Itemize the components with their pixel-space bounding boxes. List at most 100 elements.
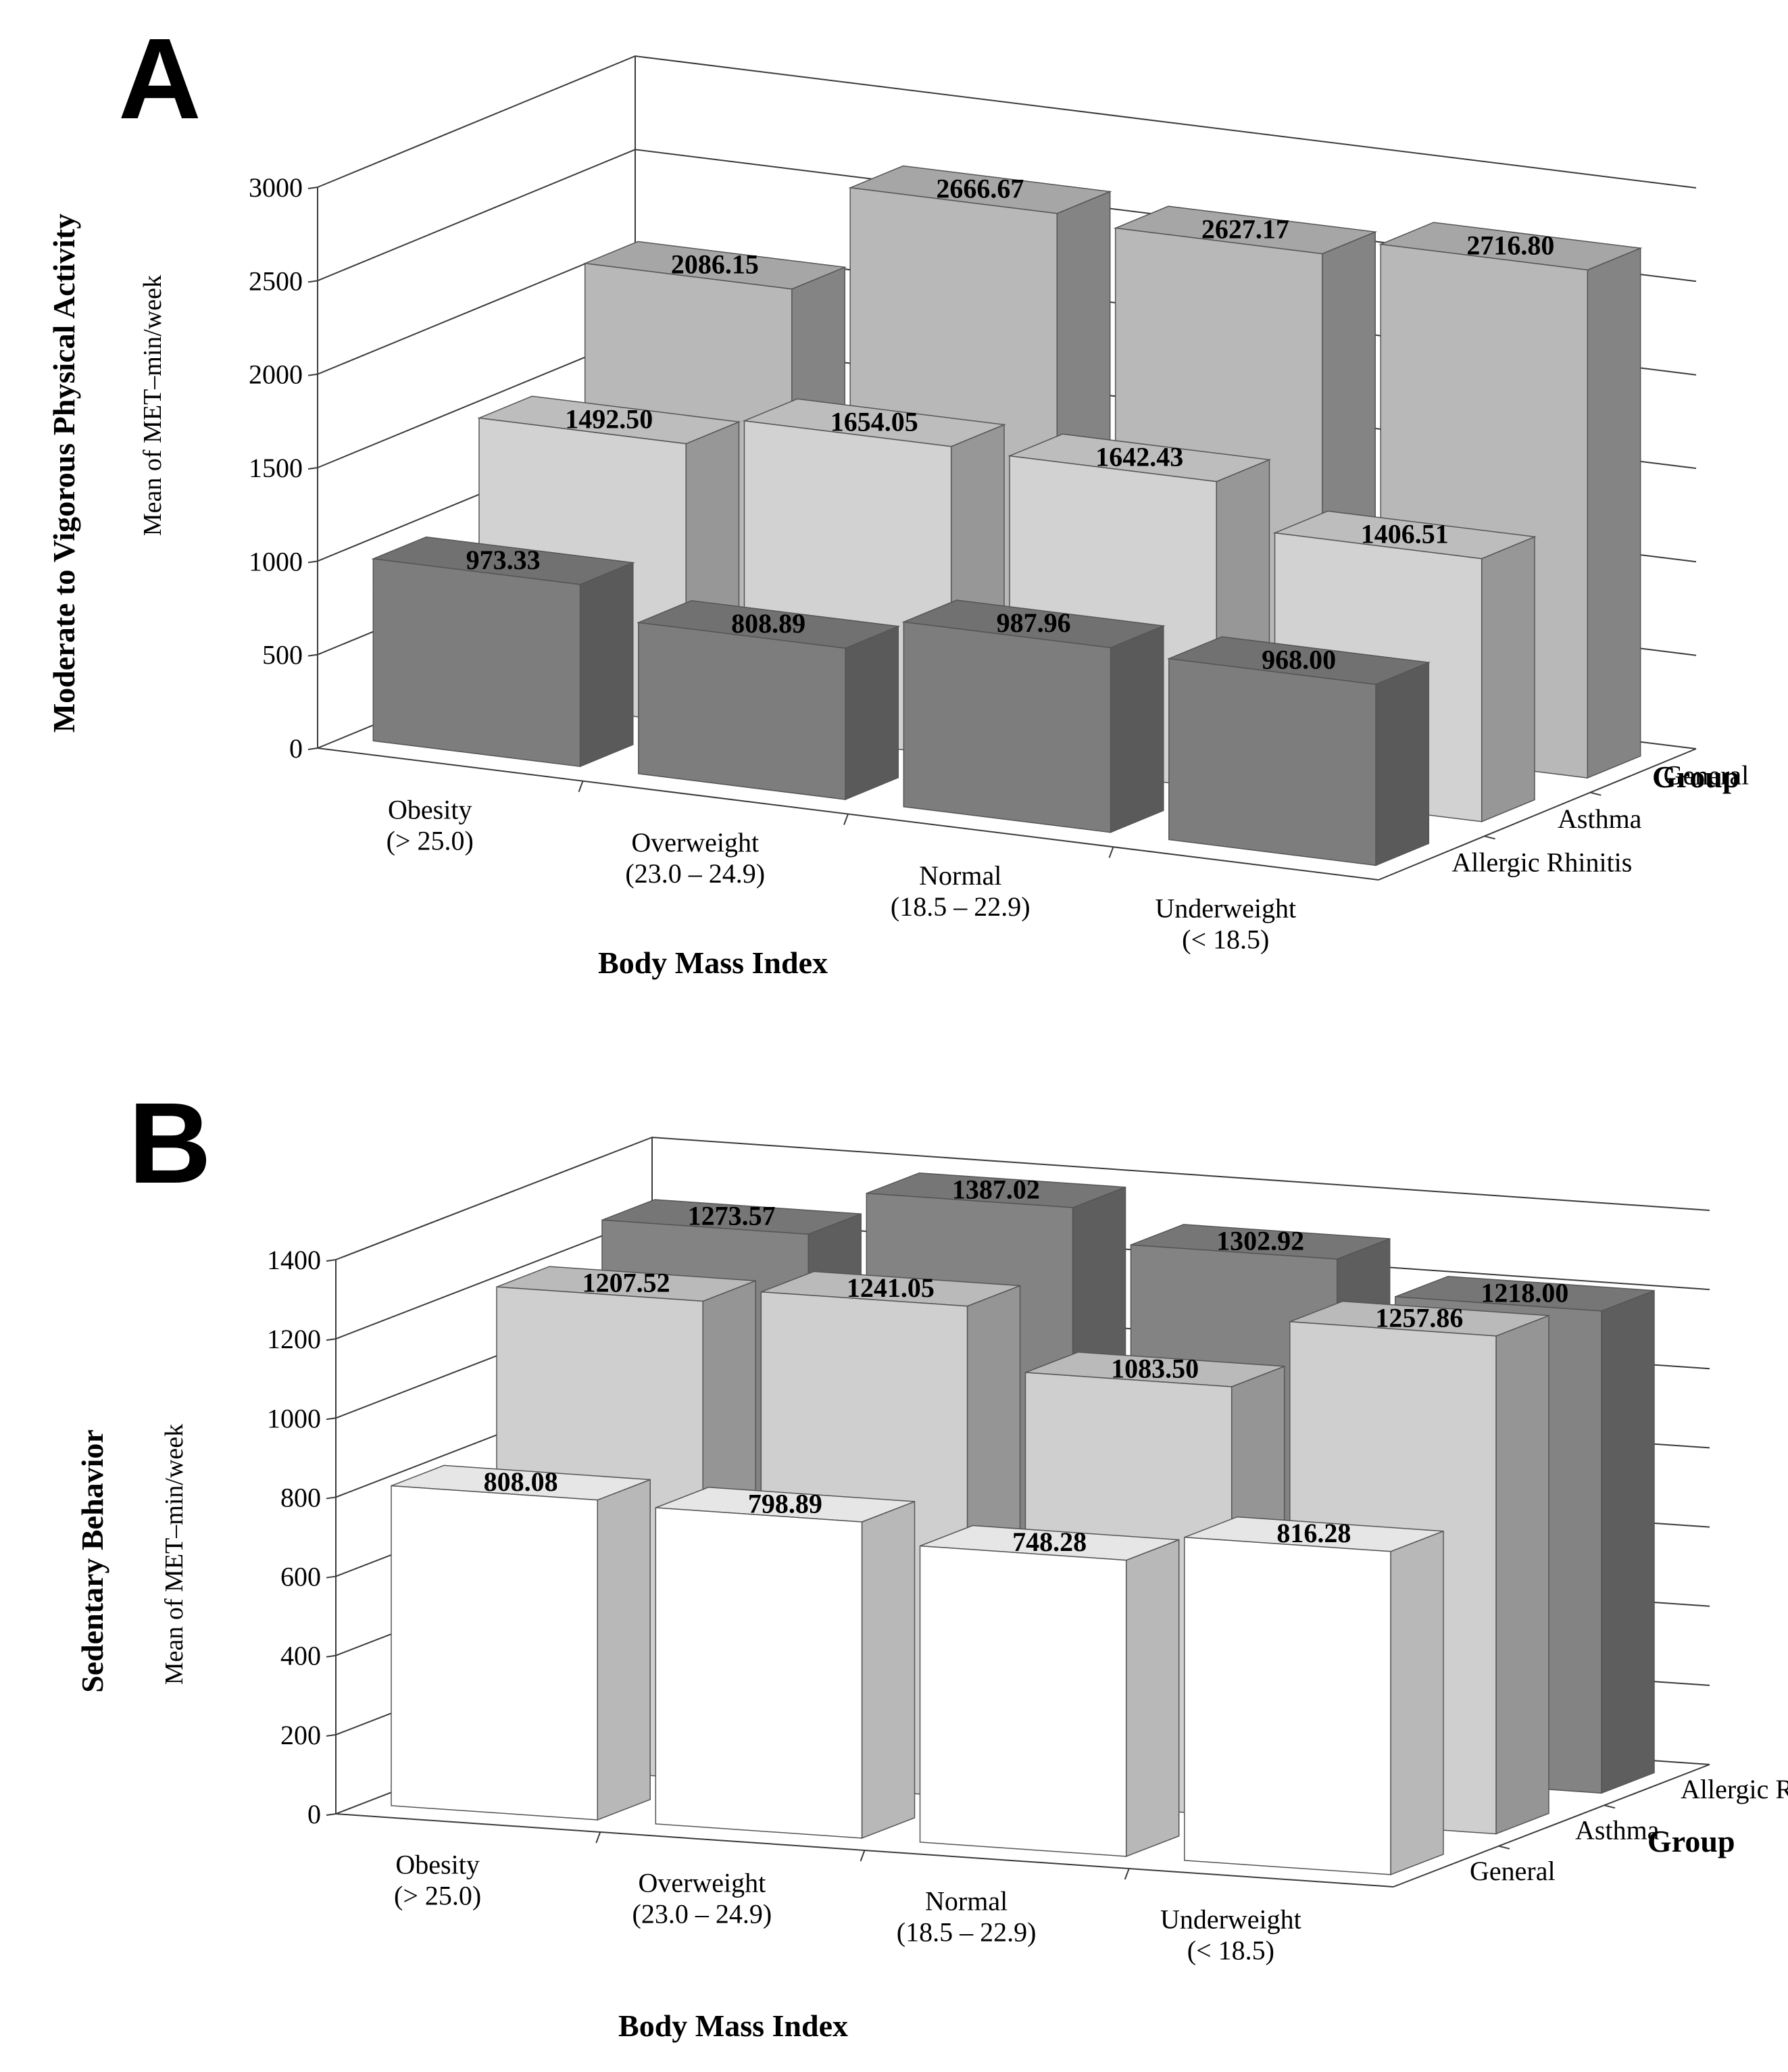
data-label: 1302.92 bbox=[1216, 1226, 1304, 1256]
x-tick-label: Underweight bbox=[1160, 1904, 1301, 1935]
data-label: 1241.05 bbox=[847, 1273, 935, 1303]
y-tick-mark bbox=[307, 467, 318, 470]
y-tick-label: 1400 bbox=[267, 1245, 321, 1275]
x-tick-label: (18.5 – 22.9) bbox=[891, 891, 1030, 922]
y-tick-mark bbox=[326, 1813, 337, 1816]
y-tick-label: 1200 bbox=[267, 1324, 321, 1354]
y-axis-title: Moderate to Vigorous Physical Activity bbox=[47, 214, 81, 733]
data-label: 1083.50 bbox=[1111, 1353, 1199, 1383]
x-tick-label: (> 25.0) bbox=[394, 1881, 481, 1911]
bar: 748.28 bbox=[919, 1525, 1180, 1857]
z-tick-mark bbox=[1484, 835, 1495, 840]
legend-label: Asthma bbox=[1558, 804, 1642, 834]
panel-b-chart: B 1400 1200 1000 800 600 400 200 0 1273.57 1387.0… bbox=[75, 1079, 1788, 2043]
y-tick-mark bbox=[307, 373, 318, 376]
legend-label: Asthma bbox=[1575, 1815, 1660, 1846]
x-tick-label: Obesity bbox=[395, 1850, 479, 1880]
bar-front bbox=[655, 1507, 863, 1839]
data-label: 816.28 bbox=[1276, 1518, 1351, 1548]
y-tick-mark bbox=[326, 1259, 337, 1262]
y-tick-mark bbox=[307, 560, 318, 564]
data-label: 987.96 bbox=[997, 608, 1071, 638]
x-tick-label: Underweight bbox=[1155, 893, 1296, 924]
data-label: 808.08 bbox=[484, 1466, 558, 1497]
x-tick-mark bbox=[860, 1850, 866, 1862]
x-axis-title: Body Mass Index bbox=[618, 2008, 848, 2043]
y-tick-mark bbox=[326, 1338, 337, 1341]
x-tick-mark bbox=[578, 781, 584, 793]
y-tick-mark bbox=[326, 1733, 337, 1737]
z-axis-line bbox=[1393, 1764, 1710, 1888]
data-label: 1387.02 bbox=[952, 1174, 1040, 1204]
x-tick-mark bbox=[1108, 846, 1114, 858]
z-tick-mark bbox=[1498, 1845, 1510, 1850]
y-axis-subtitle: Mean of MET–min/week bbox=[160, 1424, 189, 1685]
bar-side bbox=[1125, 1539, 1180, 1857]
y-tick-label: 200 bbox=[280, 1720, 321, 1750]
x-tick-label: (> 25.0) bbox=[387, 825, 474, 856]
bar-side bbox=[1587, 247, 1641, 779]
y-tick-label: 0 bbox=[307, 1799, 321, 1829]
bar-front bbox=[391, 1485, 598, 1821]
y-tick-mark bbox=[326, 1575, 337, 1579]
bar-front bbox=[919, 1545, 1127, 1857]
bar-front bbox=[372, 558, 581, 768]
x-tick-label: (23.0 – 24.9) bbox=[625, 858, 765, 889]
data-label: 808.89 bbox=[731, 608, 805, 639]
bar-side bbox=[579, 562, 634, 768]
bar: 808.08 bbox=[391, 1464, 651, 1821]
y-tick-mark bbox=[307, 187, 318, 189]
data-label: 1642.43 bbox=[1095, 441, 1183, 472]
y-tick-mark bbox=[307, 747, 318, 750]
y-tick-label: 2000 bbox=[249, 360, 303, 390]
data-label: 1273.57 bbox=[688, 1201, 776, 1231]
z-axis-title: Group bbox=[1647, 1824, 1735, 1858]
bar: 987.96 bbox=[901, 599, 1166, 833]
data-label: 1654.05 bbox=[830, 407, 918, 437]
panel-b-letter: B bbox=[128, 1079, 212, 1208]
bar-front bbox=[903, 621, 1112, 833]
y-tick-label: 0 bbox=[289, 733, 303, 764]
legend-label: Allergic Rhinitis bbox=[1681, 1774, 1788, 1804]
panel-a-letter: A bbox=[118, 15, 201, 143]
data-label: 1257.86 bbox=[1375, 1302, 1463, 1333]
y-tick-label: 1000 bbox=[267, 1403, 321, 1433]
bar-side bbox=[1390, 1530, 1444, 1875]
panel-a-chart: A 3000 2500 2000 1500 1000 500 0 2086.15 2666.67… bbox=[47, 15, 1749, 980]
y-tick-label: 1000 bbox=[249, 546, 303, 576]
y-tick-mark bbox=[307, 280, 318, 283]
bar: 973.33 bbox=[371, 536, 635, 768]
x-tick-mark bbox=[1124, 1868, 1130, 1880]
x-tick-label: Normal bbox=[925, 1886, 1008, 1917]
x-tick-label: (< 18.5) bbox=[1187, 1935, 1274, 1966]
legend-label: General bbox=[1470, 1856, 1556, 1886]
bar-front bbox=[638, 622, 846, 800]
data-label: 968.00 bbox=[1262, 644, 1336, 674]
x-tick-label: Obesity bbox=[388, 794, 472, 824]
y-tick-label: 3000 bbox=[249, 172, 303, 203]
gridline bbox=[317, 55, 1697, 189]
y-tick-label: 400 bbox=[280, 1641, 321, 1671]
x-tick-mark bbox=[843, 814, 849, 825]
bar: 808.89 bbox=[636, 600, 901, 801]
bar-side bbox=[1495, 1314, 1549, 1835]
y-tick-mark bbox=[326, 1654, 337, 1658]
y-axis-title: Sedentary Behavior bbox=[75, 1429, 109, 1693]
data-label: 1218.00 bbox=[1481, 1277, 1568, 1308]
x-tick-label: Overweight bbox=[631, 827, 759, 858]
y-tick-label: 1500 bbox=[249, 453, 303, 483]
bar-front bbox=[1168, 658, 1376, 866]
x-tick-label: (< 18.5) bbox=[1182, 924, 1269, 955]
data-label: 1492.50 bbox=[565, 403, 653, 434]
data-label: 973.33 bbox=[466, 545, 541, 575]
bar: 816.28 bbox=[1184, 1516, 1444, 1875]
bar-side bbox=[1110, 624, 1164, 833]
x-tick-mark bbox=[595, 1831, 601, 1844]
data-label: 798.89 bbox=[748, 1488, 822, 1519]
y-tick-label: 800 bbox=[280, 1482, 321, 1512]
data-label: 2666.67 bbox=[936, 174, 1024, 204]
legend-label: General bbox=[1664, 760, 1749, 790]
data-label: 2716.80 bbox=[1466, 230, 1554, 260]
y-tick-label: 2500 bbox=[249, 266, 303, 296]
